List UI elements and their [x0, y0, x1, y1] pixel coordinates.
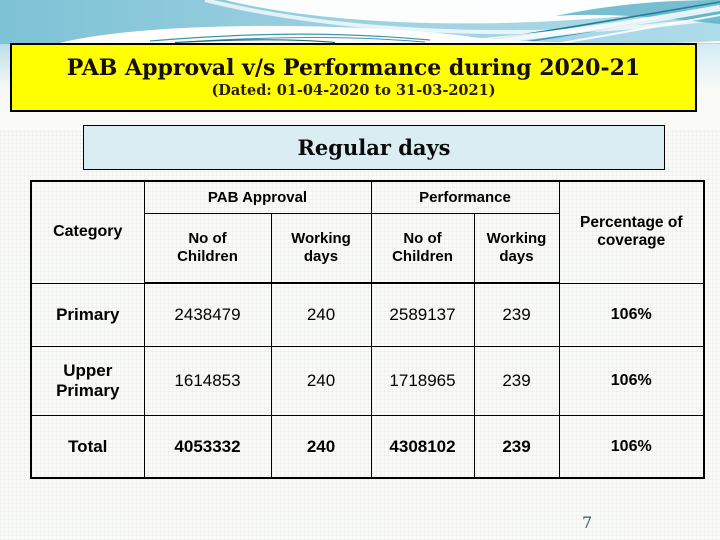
- performance-group-header: Performance: [370, 180, 560, 214]
- category-header: Category: [30, 180, 145, 284]
- table-group-header-row: Category PAB Approval Performance Percen…: [30, 180, 705, 284]
- coverage-cell: 106%: [558, 346, 705, 416]
- pab-children-cell: 1614853: [143, 346, 272, 416]
- pab-working-days-header: Working days: [270, 213, 372, 284]
- pab-children-cell: 2438479: [143, 282, 272, 347]
- perf-working-days-cell: 239: [473, 282, 560, 347]
- perf-working-days-cell: 239: [473, 415, 560, 479]
- page-number: 7: [582, 513, 593, 532]
- perf-working-days-header: Working days: [473, 213, 560, 284]
- perf-children-header: No of Children: [370, 213, 475, 284]
- coverage-cell: 106%: [558, 282, 705, 347]
- title-box: PAB Approval v/s Performance during 2020…: [10, 43, 697, 112]
- table-row: Upper Primary 1614853 240 1718965 239 10…: [30, 346, 705, 416]
- perf-children-cell: 4308102: [370, 415, 475, 479]
- category-cell: Upper Primary: [30, 346, 145, 416]
- section-label: Regular days: [297, 135, 451, 160]
- table-row: Total 4053332 240 4308102 239 106%: [30, 415, 705, 479]
- category-cell: Total: [30, 415, 145, 479]
- pab-performance-table: Category PAB Approval Performance Percen…: [30, 180, 705, 479]
- perf-children-cell: 1718965: [370, 346, 475, 416]
- pab-children-cell: 4053332: [143, 415, 272, 479]
- pab-working-days-cell: 240: [270, 346, 372, 416]
- perf-working-days-cell: 239: [473, 346, 560, 416]
- pab-working-days-cell: 240: [270, 282, 372, 347]
- coverage-header: Percentage of coverage: [558, 180, 705, 284]
- table-sub-header-row: No of Children Working days No of Childr…: [31, 213, 704, 284]
- slide-subtitle: (Dated: 01-04-2020 to 31-03-2021): [211, 82, 496, 99]
- table-row: Primary 2438479 240 2589137 239 106%: [30, 282, 705, 347]
- pab-approval-group-header: PAB Approval: [143, 180, 372, 214]
- category-cell: Primary: [30, 282, 145, 347]
- slide-title: PAB Approval v/s Performance during 2020…: [66, 55, 641, 81]
- pab-children-header: No of Children: [143, 213, 272, 284]
- pab-working-days-cell: 240: [270, 415, 372, 479]
- coverage-cell: 106%: [558, 415, 705, 479]
- perf-children-cell: 2589137: [370, 282, 475, 347]
- section-box: Regular days: [83, 125, 665, 170]
